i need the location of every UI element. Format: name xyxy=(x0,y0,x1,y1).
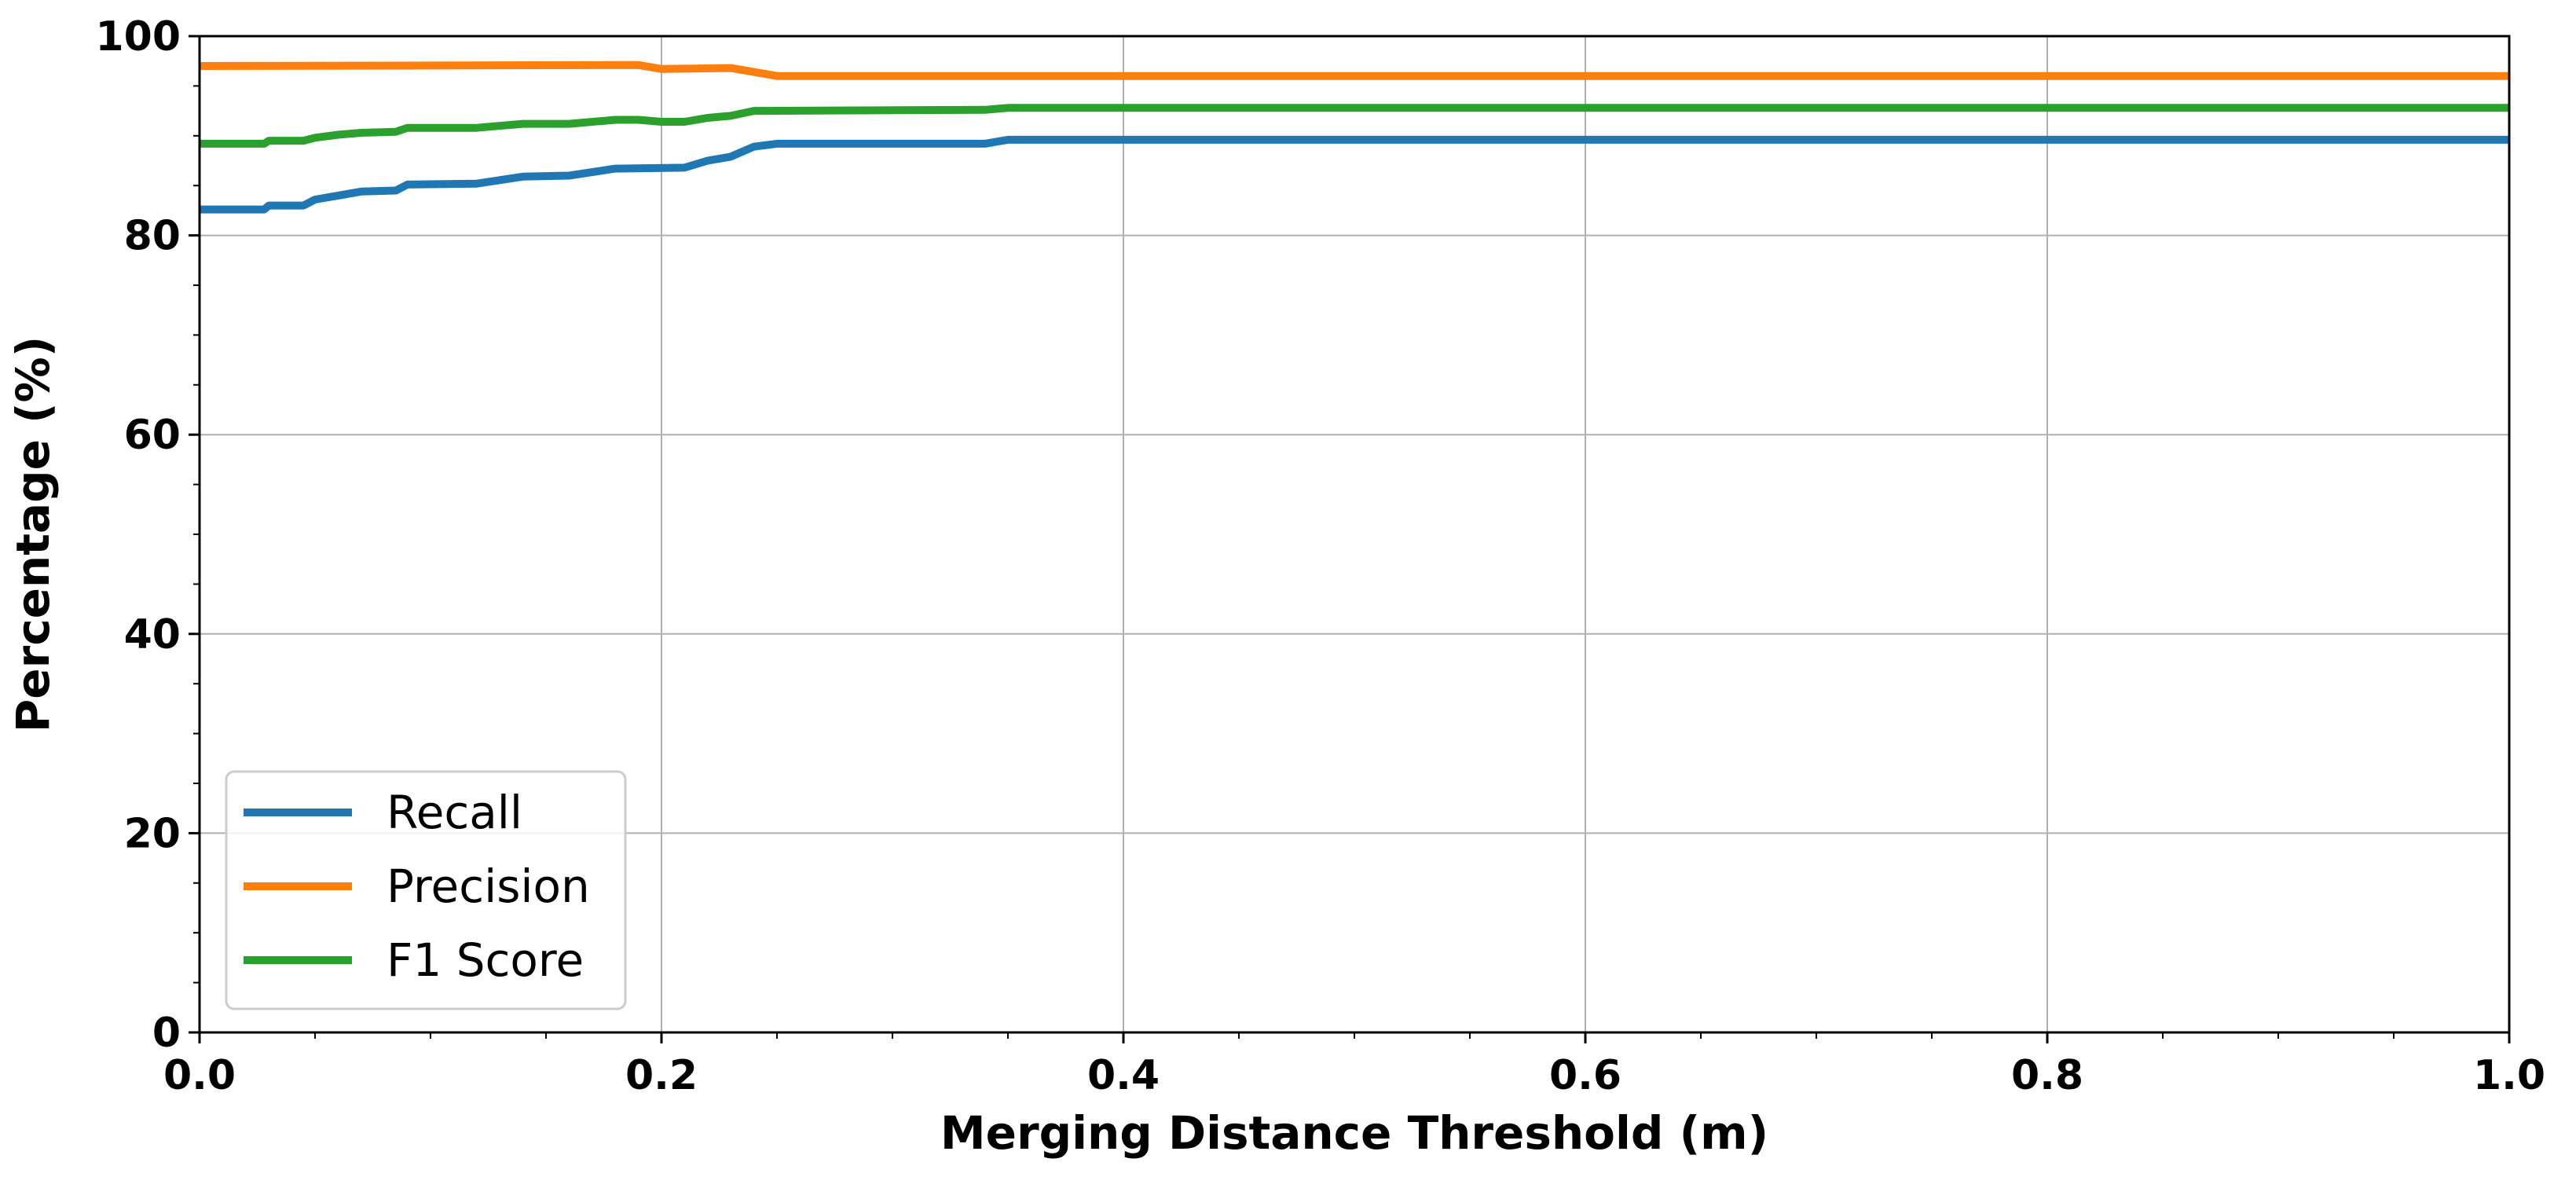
y-tick-label: 0 xyxy=(152,1010,181,1057)
legend-label-recall: Recall xyxy=(387,786,522,839)
x-axis-title: Merging Distance Threshold (m) xyxy=(940,1106,1768,1160)
y-tick-label: 60 xyxy=(124,412,181,459)
x-tick-label: 0.6 xyxy=(1549,1052,1621,1099)
series-lines xyxy=(199,60,2509,214)
series-line-f1-score xyxy=(200,104,2509,148)
y-tick-label: 20 xyxy=(124,810,181,857)
legend-box xyxy=(225,770,627,1010)
series-line-recall xyxy=(200,135,2509,214)
plot-frame xyxy=(198,35,2511,1034)
x-tick-labels: 0.0 0.2 0.4 0.6 0.8 1.0 xyxy=(163,1052,2545,1099)
legend-label-f1-score: F1 Score xyxy=(387,933,584,987)
x-tick-label: 0.4 xyxy=(1087,1052,1160,1099)
y-tick-label: 80 xyxy=(124,213,181,260)
y-tick-labels: 0 20 40 60 80 100 xyxy=(95,13,181,1057)
y-tick-label: 100 xyxy=(95,13,181,60)
x-tick-label: 0.8 xyxy=(2011,1052,2083,1099)
legend: Recall Precision F1 Score xyxy=(225,770,627,1010)
y-tick-label: 40 xyxy=(124,611,181,658)
major-ticks xyxy=(189,35,2511,1043)
x-tick-label: 0.2 xyxy=(625,1052,698,1099)
x-tick-label: 1.0 xyxy=(2473,1052,2545,1099)
legend-label-precision: Precision xyxy=(387,860,590,913)
series-line-precision xyxy=(199,60,2509,80)
y-axis-title: Percentage (%) xyxy=(6,336,60,733)
x-tick-label: 0.0 xyxy=(163,1052,236,1099)
